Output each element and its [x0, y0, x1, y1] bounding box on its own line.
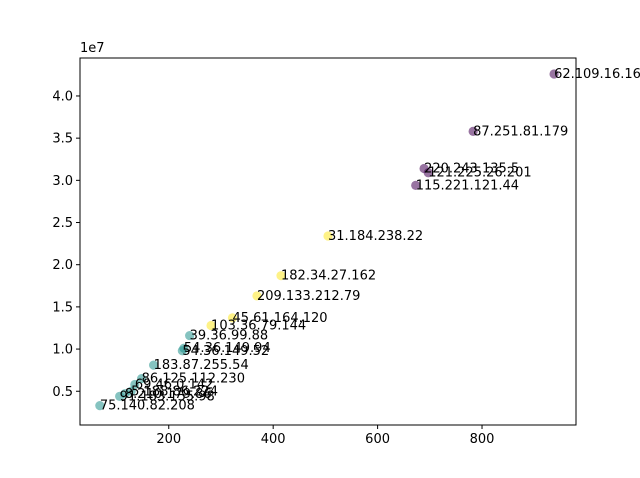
point-label: 115.221.121.44	[416, 178, 519, 193]
x-tick-label: 200	[156, 432, 181, 447]
data-point	[549, 69, 559, 79]
data-points	[95, 69, 559, 411]
data-point	[252, 291, 262, 301]
point-label: 54.36.149.52	[182, 344, 269, 359]
x-tick-label: 400	[261, 432, 286, 447]
point-label: 91.183.155.98	[120, 389, 215, 404]
point-label: 54.36.149.94	[184, 341, 271, 356]
y-tick-label: 3.5	[52, 132, 73, 147]
x-tick-label: 600	[365, 432, 390, 447]
data-point	[185, 330, 195, 341]
point-label: 209.133.212.79	[257, 289, 360, 304]
point-label: 86.125.112.230	[142, 372, 245, 387]
y-tick-label: 0.5	[52, 385, 73, 400]
point-label: 69.46.0.142	[135, 378, 214, 393]
point-label: 121.225.26.201	[428, 166, 531, 181]
y-tick-label: 2.0	[52, 258, 73, 273]
x-axis: 200 400 600 800	[156, 425, 494, 447]
point-label: 62.109.16.16	[554, 67, 640, 82]
data-point	[95, 400, 105, 411]
point-label: 5.188.86.224	[131, 384, 218, 399]
y-tick-label: 1.5	[52, 300, 73, 315]
point-label: 39.36.99.88	[190, 329, 269, 344]
data-point	[411, 180, 421, 190]
data-point	[137, 373, 147, 384]
y-tick-label: 3.0	[52, 174, 73, 189]
data-point	[115, 391, 125, 401]
point-labels: 62.109.16.16 87.251.81.179 220.243.135.512…	[100, 67, 640, 414]
point-label: 183.87.255.54	[154, 358, 249, 373]
data-point	[149, 360, 159, 370]
data-point	[177, 346, 187, 356]
point-label: 31.184.238.22	[328, 229, 423, 244]
point-label: 103.36.79.144	[211, 318, 306, 333]
point-label: 220.243.135.5	[424, 162, 519, 177]
plot-area	[79, 57, 577, 426]
y-tick-label: 4.0	[52, 89, 73, 104]
point-label: 182.34.27.162	[281, 269, 376, 284]
data-point	[423, 168, 433, 178]
data-point	[206, 320, 216, 331]
y-tick-label: 1.0	[52, 343, 73, 358]
point-label: 87.251.81.179	[473, 124, 568, 139]
x-tick-label: 800	[470, 432, 495, 447]
y-axis: 0.5 1.0 1.5 2.0 2.5 3.0 3.5 4.0	[52, 89, 80, 400]
data-point	[227, 313, 238, 323]
point-label: 75.140.82.208	[100, 399, 195, 414]
axes-frame	[79, 57, 577, 426]
point-label: 8.210.179.86	[125, 387, 212, 402]
data-point	[323, 231, 333, 241]
point-label: 45.61.164.120	[232, 311, 327, 326]
data-point	[468, 126, 478, 136]
data-point	[130, 379, 140, 390]
y-tick-label: 2.5	[52, 216, 73, 231]
data-point	[276, 271, 286, 281]
y-axis-offset-label: 1e7	[80, 41, 105, 56]
